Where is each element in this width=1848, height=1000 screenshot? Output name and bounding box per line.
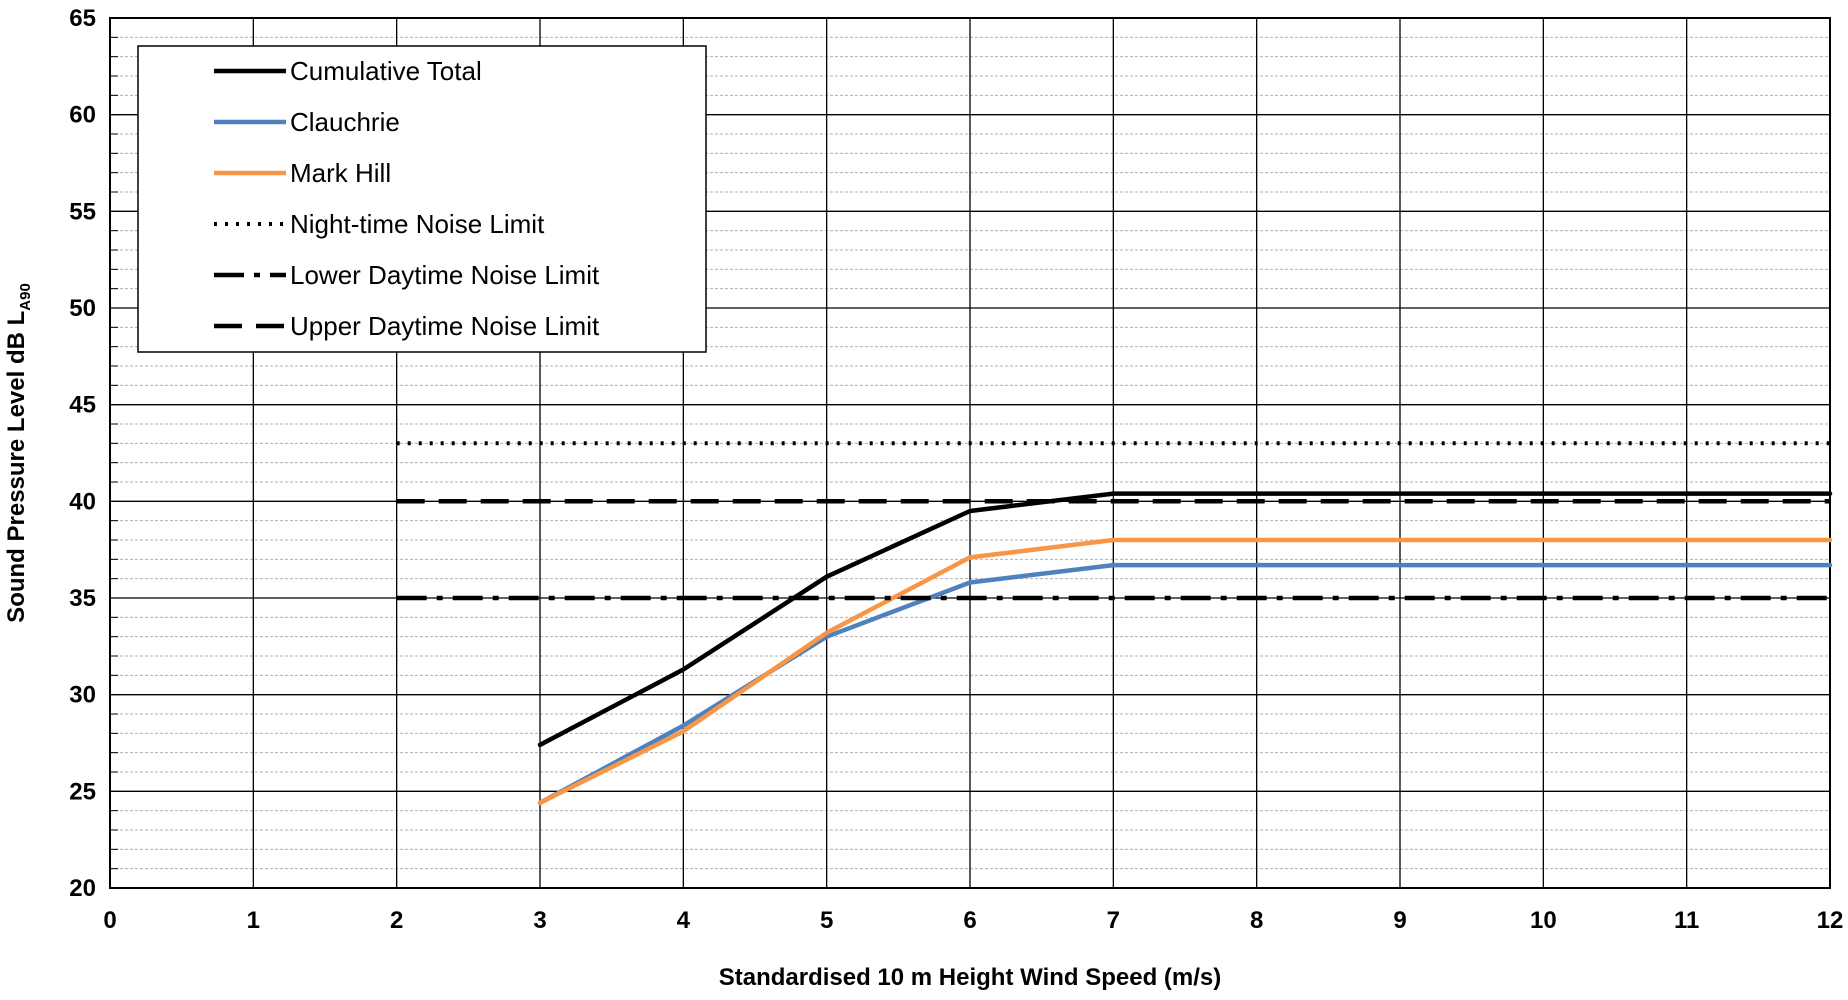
legend-label-6: Upper Daytime Noise Limit xyxy=(290,311,600,341)
legend-box xyxy=(137,45,707,353)
y-axis-title-subscript: A90 xyxy=(17,283,34,311)
legend: Cumulative Total Clauchrie Mark Hill Night-… xyxy=(137,45,707,353)
series-line-2 xyxy=(537,562,1833,806)
x-tick-label: 3 xyxy=(533,907,546,934)
series-lines xyxy=(396,441,1833,806)
x-axis-title: Standardised 10 m Height Wind Speed (m/s… xyxy=(719,964,1222,991)
legend-label-2: Clauchrie xyxy=(290,107,400,137)
y-tick-label: 25 xyxy=(69,778,96,805)
x-tick-label: 2 xyxy=(390,907,403,934)
y-tick-label: 20 xyxy=(69,875,96,902)
y-axis-tick-labels: 20 25 30 35 40 45 50 55 60 65 xyxy=(69,5,96,902)
legend-label-4: Night-time Noise Limit xyxy=(290,209,545,239)
y-tick-label: 30 xyxy=(69,682,96,709)
plot-area-frame xyxy=(109,17,1831,889)
series-line-3 xyxy=(537,537,1833,806)
series-line-1 xyxy=(537,491,1833,748)
y-tick-label: 65 xyxy=(69,5,96,32)
x-tick-label: 6 xyxy=(963,907,976,934)
x-tick-label: 1 xyxy=(247,907,260,934)
x-axis-tick-labels: 0 1 2 3 4 5 6 7 8 9 10 11 12 xyxy=(103,907,1843,934)
legend-label-3: Mark Hill xyxy=(290,158,391,188)
x-tick-label: 11 xyxy=(1674,907,1699,934)
y-tick-label: 50 xyxy=(69,295,96,322)
x-tick-label: 4 xyxy=(677,907,691,934)
y-axis-title: Sound Pressure Level dB LA90 xyxy=(3,283,34,623)
y-tick-label: 40 xyxy=(69,488,96,515)
legend-label-1: Cumulative Total xyxy=(290,56,482,86)
x-tick-label: 9 xyxy=(1393,907,1406,934)
y-tick-label: 60 xyxy=(69,102,96,129)
x-tick-label: 0 xyxy=(103,907,116,934)
x-tick-label: 8 xyxy=(1250,907,1263,934)
x-tick-label: 7 xyxy=(1107,907,1120,934)
y-axis-title-main: Sound Pressure Level dB L xyxy=(3,311,30,623)
legend-label-5: Lower Daytime Noise Limit xyxy=(290,260,600,290)
y-tick-label: 35 xyxy=(69,585,96,612)
y-tick-label: 55 xyxy=(69,198,96,225)
x-tick-label: 10 xyxy=(1530,907,1557,934)
x-tick-label: 12 xyxy=(1817,907,1844,934)
y-tick-label: 45 xyxy=(69,392,96,419)
x-tick-label: 5 xyxy=(820,907,833,934)
